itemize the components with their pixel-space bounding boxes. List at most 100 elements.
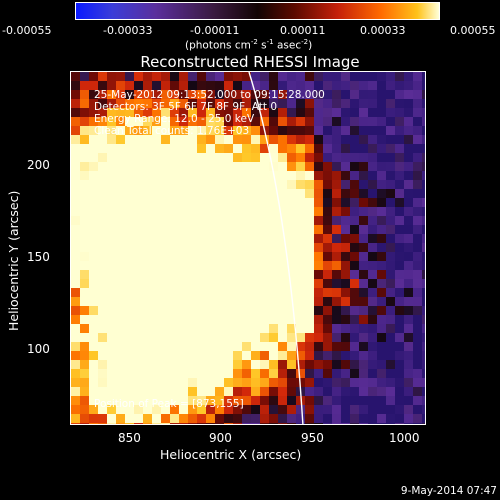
heatmap-cell	[206, 423, 215, 424]
heatmap-cell	[125, 189, 134, 198]
heatmap-cell	[116, 216, 125, 225]
heatmap-cell	[269, 162, 278, 171]
heatmap-cell	[152, 153, 161, 162]
heatmap-cell	[71, 162, 80, 171]
heatmap-cell	[422, 378, 425, 387]
heatmap-cell	[305, 261, 314, 270]
heatmap-cell	[359, 252, 368, 261]
heatmap-cell	[404, 171, 413, 180]
heatmap-cell	[278, 189, 287, 198]
heatmap-cell	[98, 207, 107, 216]
heatmap-cell	[80, 126, 89, 135]
heatmap-cell	[332, 153, 341, 162]
heatmap-cell	[422, 171, 425, 180]
heatmap-cell	[404, 261, 413, 270]
heatmap-cell	[314, 189, 323, 198]
heatmap-cell	[134, 144, 143, 153]
heatmap-cell	[125, 180, 134, 189]
heatmap-cell	[215, 81, 224, 90]
heatmap-cell	[89, 423, 98, 424]
heatmap-cell	[323, 396, 332, 405]
heatmap-cell	[71, 198, 80, 207]
heatmap-cell	[71, 405, 80, 414]
heatmap-cell	[170, 72, 179, 81]
heatmap-cell	[368, 387, 377, 396]
heatmap-cell	[323, 180, 332, 189]
heatmap-cell	[242, 189, 251, 198]
heatmap-cell	[242, 270, 251, 279]
heatmap-cell	[305, 108, 314, 117]
heatmap-cell	[197, 234, 206, 243]
heatmap-cell	[197, 198, 206, 207]
heatmap-cell	[269, 108, 278, 117]
heatmap-cell	[143, 126, 152, 135]
heatmap-cell	[98, 90, 107, 99]
colorbar-tick: 0.00033	[360, 24, 406, 37]
heatmap-cell	[242, 369, 251, 378]
heatmap-cell	[386, 225, 395, 234]
heatmap-cell	[413, 369, 422, 378]
heatmap-cell	[152, 369, 161, 378]
heatmap-cell	[422, 198, 425, 207]
heatmap-cell	[260, 423, 269, 424]
heatmap-cell	[161, 414, 170, 423]
heatmap-cell	[269, 369, 278, 378]
heatmap-cell	[152, 234, 161, 243]
heatmap-cell	[368, 288, 377, 297]
heatmap-cell	[224, 396, 233, 405]
heatmap-cell	[98, 315, 107, 324]
heatmap-cell	[71, 423, 80, 424]
heatmap-cell	[269, 324, 278, 333]
heatmap-cell	[125, 135, 134, 144]
heatmap-cell	[242, 306, 251, 315]
heatmap-cell	[404, 162, 413, 171]
heatmap-cell	[170, 108, 179, 117]
heatmap-cell	[377, 288, 386, 297]
heatmap-cell	[197, 288, 206, 297]
heatmap-cell	[368, 243, 377, 252]
heatmap-cell	[233, 405, 242, 414]
heatmap-cell	[224, 99, 233, 108]
heatmap-cell	[287, 72, 296, 81]
heatmap-cell	[134, 81, 143, 90]
heatmap-cell	[143, 117, 152, 126]
heatmap-cell	[179, 369, 188, 378]
heatmap-cell	[332, 261, 341, 270]
heatmap-cell	[395, 414, 404, 423]
heatmap-cell	[89, 81, 98, 90]
heatmap-cell	[125, 261, 134, 270]
heatmap-cell	[215, 351, 224, 360]
heatmap-cell	[125, 387, 134, 396]
heatmap-cell	[278, 198, 287, 207]
heatmap-cell	[332, 405, 341, 414]
heatmap-cell	[368, 333, 377, 342]
heatmap-cell	[89, 99, 98, 108]
heatmap-cell	[80, 324, 89, 333]
heatmap-cell	[242, 144, 251, 153]
heatmap-cell	[206, 216, 215, 225]
heatmap-cell	[89, 243, 98, 252]
heatmap-cell	[323, 387, 332, 396]
heatmap-cell	[314, 324, 323, 333]
heatmap-cell	[305, 405, 314, 414]
heatmap-cell	[197, 108, 206, 117]
heatmap-cell	[359, 342, 368, 351]
heatmap-cell	[143, 81, 152, 90]
heatmap-cell	[179, 360, 188, 369]
heatmap-cell	[341, 72, 350, 81]
heatmap-cell	[242, 234, 251, 243]
heatmap-cell	[143, 261, 152, 270]
heatmap-cell	[251, 252, 260, 261]
heatmap-cell	[404, 225, 413, 234]
heatmap-cell	[170, 207, 179, 216]
heatmap-cell	[350, 270, 359, 279]
heatmap-cell	[233, 387, 242, 396]
heatmap-cell	[368, 396, 377, 405]
heatmap-cell	[242, 216, 251, 225]
heatmap-cell	[116, 306, 125, 315]
heatmap-cell	[341, 144, 350, 153]
heatmap-cell	[251, 126, 260, 135]
heatmap-cell	[341, 252, 350, 261]
heatmap-cell	[404, 252, 413, 261]
heatmap-cell	[305, 288, 314, 297]
